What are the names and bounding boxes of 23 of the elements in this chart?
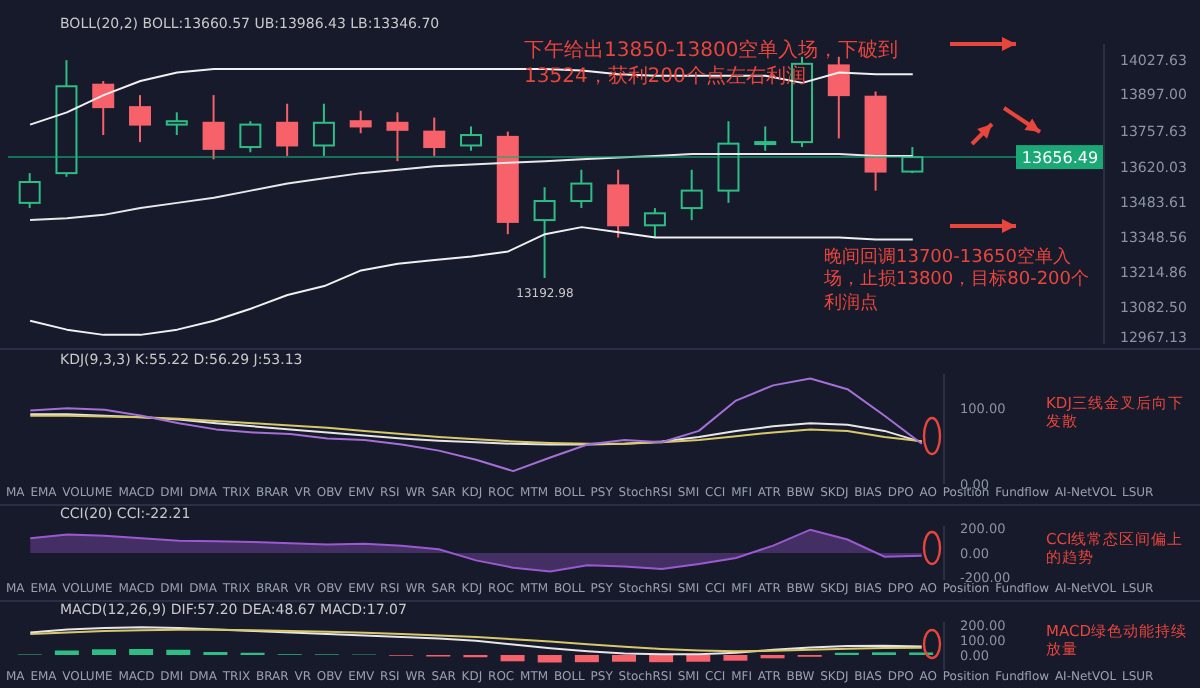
ref-line-label: 13656.49 (1021, 149, 1099, 168)
candlestick (423, 116, 446, 157)
candlestick (643, 207, 666, 239)
candlestick (680, 168, 703, 222)
candlestick (533, 186, 556, 280)
candlestick (312, 102, 335, 157)
candlestick (607, 168, 630, 239)
candlestick (276, 102, 299, 157)
candlestick (754, 125, 777, 152)
candlestick (570, 168, 593, 210)
candlestick (165, 111, 188, 137)
candlestick (239, 120, 262, 154)
candlestick (92, 80, 115, 137)
candlestick (202, 94, 225, 161)
candlestick (129, 94, 152, 144)
candlestick (717, 120, 740, 204)
candlestick (18, 172, 41, 210)
candlestick (349, 109, 372, 135)
candlestick (460, 125, 483, 152)
candlestick (901, 146, 924, 175)
annotation: 晚间回调13700-13650空单入场，止损13800，目标80-200个利润点 (824, 248, 1092, 316)
candlestick (386, 111, 409, 163)
candlestick (827, 55, 850, 140)
